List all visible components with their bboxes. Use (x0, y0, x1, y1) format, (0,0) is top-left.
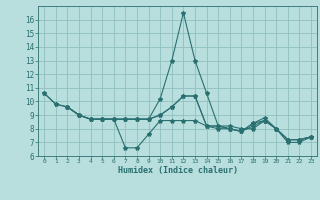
X-axis label: Humidex (Indice chaleur): Humidex (Indice chaleur) (118, 166, 238, 175)
